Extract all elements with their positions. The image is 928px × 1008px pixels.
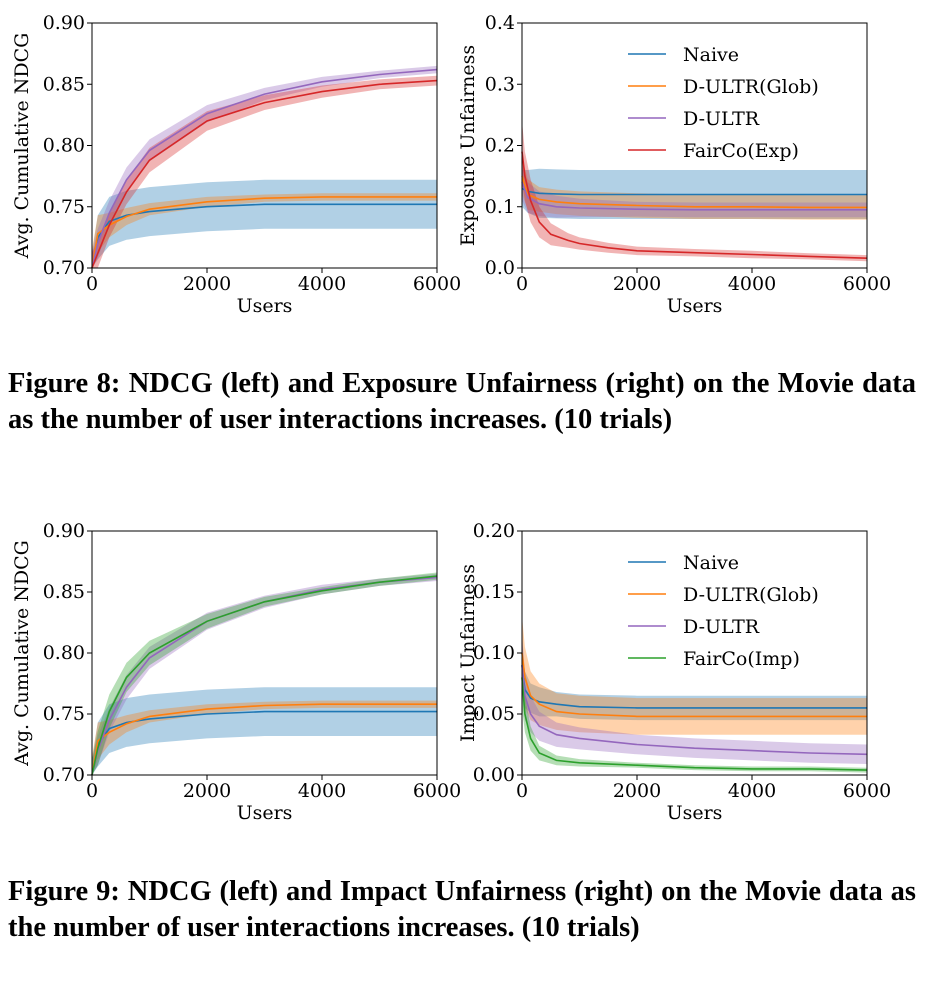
x-tick-label: 0: [86, 273, 98, 295]
y-tick-label: 0.75: [43, 703, 85, 725]
fig9-ndcg-chart: 0 2000 4000 6000 0.70 0.75 0.80 0.85 0.90 Users Av…: [11, 520, 461, 824]
x-tick-label: 2000: [183, 780, 231, 802]
y-tick-label: 0.3: [485, 73, 515, 95]
y-axis-label: Avg. Cumulative NDCG: [11, 33, 33, 260]
y-tick-label: 0.85: [43, 73, 85, 95]
x-tick-label: 6000: [843, 273, 891, 295]
series-band-d-ultr-glob: [522, 616, 867, 735]
x-axis-label: Users: [667, 295, 723, 317]
x-tick-label: 0: [516, 780, 528, 802]
x-axis-label: Users: [237, 802, 293, 824]
figure-9-caption: Figure 9: NDCG (left) and Impact Unfairn…: [8, 876, 916, 943]
y-tick-label: 0.15: [473, 581, 515, 603]
series-band-naive: [522, 640, 867, 721]
x-tick-label: 6000: [413, 780, 461, 802]
y-tick-label: 0.4: [485, 12, 515, 34]
y-tick-label: 0.90: [43, 520, 85, 542]
series-line-d-ultr: [91, 68, 438, 269]
legend-label-naive: Naive: [683, 552, 739, 574]
series-line-fairco-exp: [91, 79, 438, 269]
y-tick-label: 0.1: [485, 196, 515, 218]
y-tick-label: 0.0: [485, 257, 515, 279]
series-band-naive: [92, 687, 437, 775]
y-tick-label: 0.70: [43, 764, 85, 786]
x-tick-label: 4000: [728, 780, 776, 802]
y-tick-label: 0.2: [485, 135, 515, 157]
legend-label-naive: Naive: [683, 44, 739, 66]
series-line-d-ultr-glob: [521, 652, 867, 718]
x-tick-label: 4000: [298, 273, 346, 295]
y-tick-label: 0.05: [473, 703, 515, 725]
fig8-ndcg-chart: 0 2000 4000 6000 0.70 0.75 0.80 0.85 0.90 Users Av…: [11, 12, 461, 317]
series-band-fairco-exp: [92, 75, 437, 268]
legend-label-d-ultr: D-ULTR: [683, 616, 760, 638]
series-band-d-ultr: [522, 634, 867, 764]
y-tick-label: 0.70: [43, 257, 85, 279]
series-line-d-ultr: [521, 665, 868, 756]
y-tick-label: 0.10: [473, 642, 515, 664]
series-line-naive: [521, 665, 867, 709]
x-tick-label: 6000: [843, 780, 891, 802]
y-tick-label: 0.00: [473, 764, 515, 786]
y-axis-label: Impact Unfairness: [457, 564, 479, 742]
x-tick-label: 0: [86, 780, 98, 802]
x-tick-label: 6000: [413, 273, 461, 295]
x-axis-label: Users: [237, 295, 293, 317]
y-tick-label: 0.75: [43, 196, 85, 218]
y-axis-label: Exposure Unfairness: [457, 45, 479, 246]
series-line-d-ultr: [521, 182, 867, 211]
y-tick-label: 0.20: [473, 520, 515, 542]
figure-8-caption: Figure 8: NDCG (left) and Exposure Unfai…: [8, 368, 916, 435]
x-axis-label: Users: [667, 802, 723, 824]
legend-label-d-ultr-glob: D-ULTR(Glob): [683, 76, 819, 98]
series-line-d-ultr-glob: [521, 175, 867, 209]
legend-label-d-ultr: D-ULTR: [683, 108, 760, 130]
x-tick-label: 2000: [613, 780, 661, 802]
series-band-naive: [92, 179, 437, 268]
series-line-fairco-exp: [521, 151, 868, 259]
y-tick-label: 0.80: [43, 135, 85, 157]
series-line-fairco-imp: [521, 677, 868, 771]
fig9-impact-chart: 0 2000 4000 6000 0.00 0.05 0.10 0.15 0.20 Users Im…: [457, 520, 891, 824]
legend: Naive D-ULTR(Glob) D-ULTR FairCo(Imp): [628, 552, 819, 670]
legend-label-fairco-exp: FairCo(Exp): [683, 140, 799, 162]
y-tick-label: 0.85: [43, 581, 85, 603]
y-tick-label: 0.90: [43, 12, 85, 34]
x-tick-label: 0: [516, 273, 528, 295]
legend-label-d-ultr-glob: D-ULTR(Glob): [683, 584, 819, 606]
x-tick-label: 4000: [728, 273, 776, 295]
series-line-fairco-imp: [91, 575, 438, 776]
legend: Naive D-ULTR(Glob) D-ULTR FairCo(Exp): [628, 44, 819, 162]
x-tick-label: 2000: [613, 273, 661, 295]
series-line-naive: [521, 187, 867, 196]
y-tick-label: 0.80: [43, 642, 85, 664]
legend-label-fairco-imp: FairCo(Imp): [683, 648, 800, 670]
fig8-exposure-chart: 0 2000 4000 6000 0.0 0.1 0.2 0.3 0.4 Users Exposur…: [457, 12, 891, 317]
x-tick-label: 2000: [183, 273, 231, 295]
x-tick-label: 4000: [298, 780, 346, 802]
y-axis-label: Avg. Cumulative NDCG: [11, 540, 33, 767]
